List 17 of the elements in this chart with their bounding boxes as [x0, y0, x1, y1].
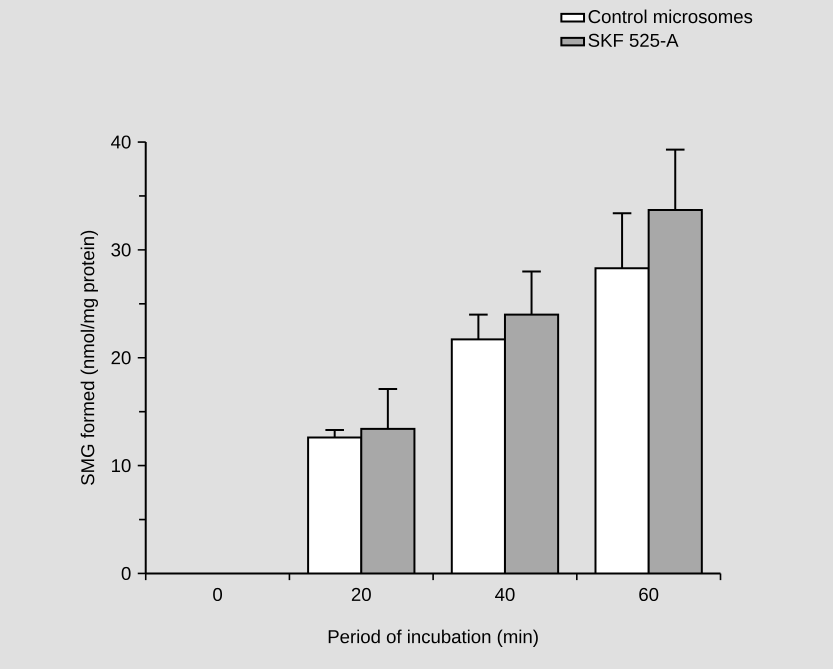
x-tick-label: 0	[213, 588, 222, 602]
y-tick-label: 20	[112, 351, 131, 364]
legend-label: Control microsomes	[588, 10, 752, 24]
x-tick-label: 20	[352, 588, 371, 602]
legend-label: SKF 525-A	[588, 34, 679, 47]
x-axis-title: Period of incubation (min)	[328, 630, 538, 647]
bar	[308, 438, 362, 574]
y-tick-label: 30	[111, 243, 131, 256]
bar	[452, 339, 505, 574]
y-tick-label: 10	[112, 458, 131, 472]
x-tick-label: 40	[495, 588, 515, 602]
y-tick-label: 0	[122, 566, 131, 580]
y-tick-label: 40	[111, 135, 131, 149]
x-tick-label: 60	[639, 588, 658, 602]
bar	[361, 428, 414, 574]
bar	[504, 314, 558, 574]
y-axis-title: SMG formed (nmol/mg protein)	[80, 230, 98, 485]
